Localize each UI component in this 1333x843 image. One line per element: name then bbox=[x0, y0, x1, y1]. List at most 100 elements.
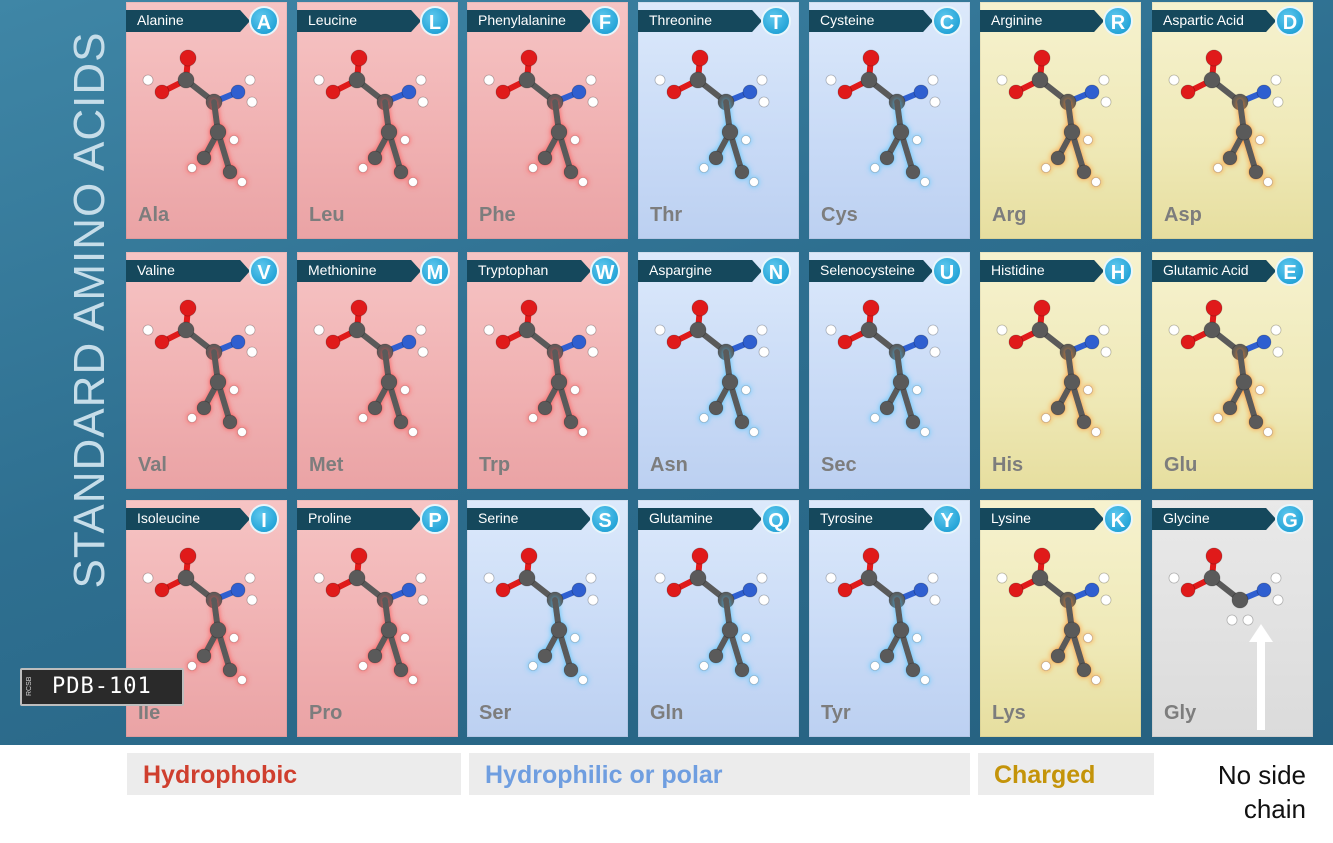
hydrogen-atom bbox=[756, 74, 768, 86]
oxygen-atom bbox=[325, 84, 341, 100]
molecule-model bbox=[825, 547, 941, 685]
oxygen-atom bbox=[1008, 84, 1024, 100]
three-letter-code: Glu bbox=[1164, 454, 1198, 476]
card-banner bbox=[297, 508, 421, 530]
hydrogen-atom bbox=[417, 346, 429, 358]
oxygen-atom bbox=[350, 299, 368, 317]
hydrogen-atom bbox=[920, 427, 930, 437]
molecule-model bbox=[1168, 299, 1284, 437]
carbon-atom bbox=[905, 662, 921, 678]
hydrogen-atom bbox=[654, 572, 666, 584]
hydrogen-atom bbox=[313, 74, 325, 86]
hydrogen-atom bbox=[1270, 324, 1282, 336]
amino-acid-card-aspartic-acid: Aspartic Acid D Asp bbox=[1152, 2, 1313, 239]
amino-acid-card-leucine: Leucine L Leu bbox=[297, 2, 458, 239]
oxygen-atom bbox=[1008, 582, 1024, 598]
amino-acid-card-proline: Proline P Pro bbox=[297, 500, 458, 737]
hydrogen-atom bbox=[587, 96, 599, 108]
hydrogen-atom bbox=[313, 572, 325, 584]
molecule-model bbox=[825, 49, 941, 187]
oxygen-atom bbox=[1205, 299, 1223, 317]
carbon-atom bbox=[222, 164, 238, 180]
legend-polar: Hydrophilic or polar bbox=[469, 753, 970, 795]
carbon-atom bbox=[879, 400, 895, 416]
molecule-model bbox=[996, 49, 1112, 187]
molecule-model bbox=[996, 299, 1112, 437]
side-chain bbox=[1041, 99, 1101, 187]
three-letter-code: Tyr bbox=[821, 702, 851, 724]
hydrogen-atom bbox=[229, 633, 239, 643]
carbon-atom bbox=[708, 648, 724, 664]
hydrogen-atom bbox=[756, 324, 768, 336]
carbon-atom bbox=[550, 373, 568, 391]
card-banner bbox=[126, 508, 250, 530]
hydrogen-atom bbox=[741, 135, 751, 145]
amino-acid-card-serine: Serine S Ser bbox=[467, 500, 628, 737]
hydrogen-atom bbox=[1041, 661, 1051, 671]
hydrogen-atom bbox=[244, 324, 256, 336]
hydrogen-atom bbox=[570, 633, 580, 643]
hydrogen-atom bbox=[749, 427, 759, 437]
amino-acid-name: Alanine bbox=[137, 12, 184, 28]
hydrogen-atom bbox=[996, 74, 1008, 86]
three-letter-code: Pro bbox=[309, 702, 343, 724]
hydrogen-atom bbox=[699, 661, 709, 671]
hydrogen-atom bbox=[142, 324, 154, 336]
hydrogen-atom bbox=[1098, 74, 1110, 86]
hydrogen-atom bbox=[237, 675, 247, 685]
carbon-atom bbox=[1203, 71, 1221, 89]
card-banner bbox=[638, 508, 762, 530]
amino-acid-card-valine: Valine V Val bbox=[126, 252, 287, 489]
hydrogen-atom bbox=[246, 594, 258, 606]
side-chain bbox=[528, 349, 588, 437]
legend-charged-label: Charged bbox=[994, 761, 1096, 789]
carbon-atom bbox=[734, 414, 750, 430]
amino-acid-card-tyrosine: Tyrosine Y Tyr bbox=[809, 500, 970, 737]
hydrogen-atom bbox=[483, 572, 495, 584]
card-banner bbox=[1152, 10, 1276, 32]
hydrogen-atom bbox=[825, 324, 837, 336]
nitrogen-atom bbox=[1256, 84, 1272, 100]
legend-hydrophobic-label: Hydrophobic bbox=[143, 761, 298, 789]
oxygen-atom bbox=[1180, 334, 1196, 350]
carbon-atom bbox=[537, 150, 553, 166]
molecule-model bbox=[142, 49, 258, 187]
three-letter-code: Ser bbox=[479, 702, 512, 724]
card-banner bbox=[809, 508, 933, 530]
carbon-atom bbox=[905, 414, 921, 430]
legend-polar-label: Hydrophilic or polar bbox=[485, 761, 723, 789]
carbon-atom bbox=[222, 414, 238, 430]
amino-acid-name: Methionine bbox=[308, 262, 377, 278]
hydrogen-atom bbox=[920, 177, 930, 187]
nitrogen-atom bbox=[230, 582, 246, 598]
carbon-atom bbox=[1076, 164, 1092, 180]
hydrogen-atom bbox=[570, 385, 580, 395]
card-banner bbox=[980, 508, 1104, 530]
carbon-atom bbox=[734, 662, 750, 678]
oxygen-atom bbox=[520, 299, 538, 317]
hydrogen-atom bbox=[400, 633, 410, 643]
hydrogen-atom bbox=[1168, 572, 1180, 584]
hydrogen-atom bbox=[1091, 427, 1101, 437]
hydrogen-atom bbox=[142, 572, 154, 584]
carbon-atom bbox=[1063, 621, 1081, 639]
hydrogen-atom bbox=[1098, 324, 1110, 336]
oxygen-atom bbox=[179, 547, 197, 565]
amino-acid-card-phenylalanine: Phenylalanine F Phe bbox=[467, 2, 628, 239]
hydrogen-atom bbox=[929, 346, 941, 358]
carbon-atom bbox=[721, 621, 739, 639]
hydrogen-atom bbox=[758, 594, 770, 606]
hydrogen-atom bbox=[1041, 163, 1051, 173]
oxygen-atom bbox=[495, 84, 511, 100]
carbon-atom bbox=[708, 150, 724, 166]
nitrogen-atom bbox=[230, 334, 246, 350]
amino-acid-name: Cysteine bbox=[820, 12, 875, 28]
hydrogen-atom bbox=[1272, 346, 1284, 358]
one-letter-code-badge: A bbox=[249, 6, 279, 36]
three-letter-code: Thr bbox=[650, 204, 683, 226]
amino-acid-card-lysine: Lysine K Lys bbox=[980, 500, 1141, 737]
hydrogen-atom bbox=[929, 96, 941, 108]
nitrogen-atom bbox=[913, 582, 929, 598]
side-chain bbox=[358, 597, 418, 685]
amino-acid-name: Isoleucine bbox=[137, 510, 201, 526]
